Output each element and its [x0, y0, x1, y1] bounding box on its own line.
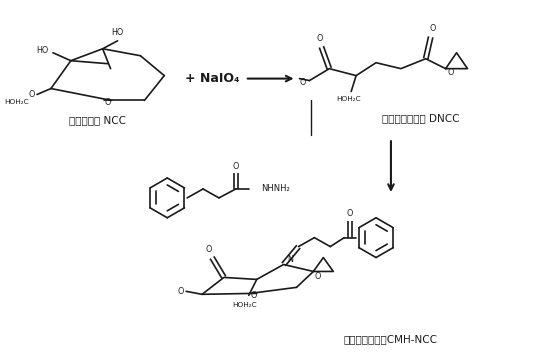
Text: + NaIO₄: + NaIO₄ [185, 72, 239, 85]
Text: HOH₂C: HOH₂C [233, 302, 257, 308]
Text: O: O [299, 78, 305, 87]
Text: O: O [347, 209, 353, 218]
Text: O: O [104, 98, 111, 107]
Text: 双醇纳米纤维素 DNCC: 双醇纳米纤维素 DNCC [382, 113, 459, 124]
Text: HOH₂C: HOH₂C [4, 100, 29, 106]
Text: NHNH₂: NHNH₂ [261, 184, 289, 193]
Text: 接枝纳米纤维素CMH-NCC: 接枝纳米纤维素CMH-NCC [344, 334, 438, 344]
Text: HO: HO [112, 28, 124, 37]
Text: O: O [29, 90, 35, 99]
Text: O: O [430, 24, 436, 33]
Text: O: O [206, 245, 212, 254]
Text: O: O [315, 272, 321, 281]
Text: O: O [448, 68, 454, 77]
Text: O: O [251, 291, 257, 300]
Text: O: O [178, 287, 184, 296]
Text: HOH₂C: HOH₂C [336, 96, 360, 102]
Text: O: O [233, 161, 239, 170]
Text: HO: HO [37, 46, 49, 55]
Text: 纳米纤维素 NCC: 纳米纤维素 NCC [69, 115, 126, 125]
Text: N: N [288, 255, 294, 264]
Text: O: O [316, 34, 322, 43]
